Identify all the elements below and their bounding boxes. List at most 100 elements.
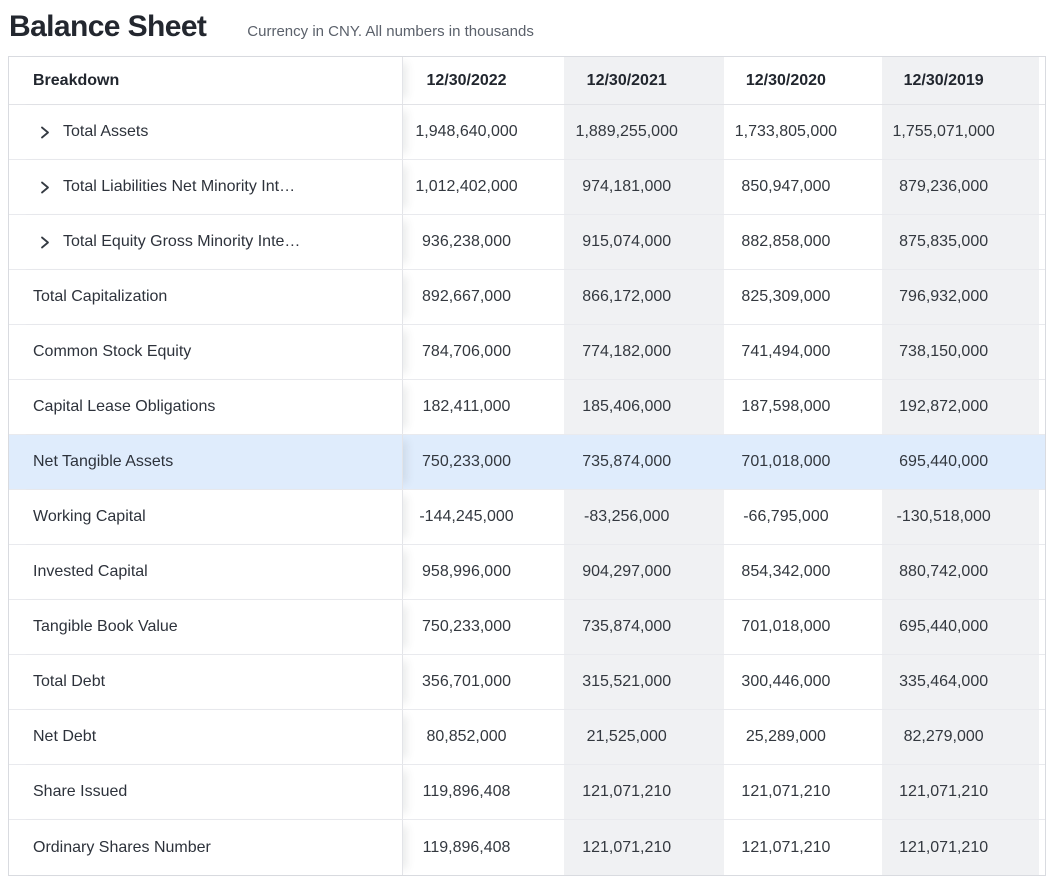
table-row[interactable]: Total Liabilities Net Minority Int… 1,01… [9,160,1045,215]
row-label: Ordinary Shares Number [33,838,211,856]
row-label: Share Issued [33,783,128,800]
cell-value: -130,518,000 [882,490,1039,544]
cell-value: 121,071,210 [741,838,831,856]
table-row[interactable]: Net Tangible Assets 750,233,000 735,874,… [9,435,1045,490]
cell-value: 882,858,000 [741,233,831,250]
table-row[interactable]: Common Stock Equity 784,706,000 774,182,… [9,325,1045,380]
cell-value: 121,071,210 [882,820,1039,875]
row-label-cell[interactable]: Net Debt [9,710,404,764]
row-label: Capital Lease Obligations [33,398,216,415]
row-label-cell[interactable]: Ordinary Shares Number [9,820,404,875]
cell-value: 879,236,000 [882,160,1039,214]
table-row[interactable]: Invested Capital 958,996,000 904,297,000… [9,545,1045,600]
cell-value: -66,795,000 [743,508,829,525]
row-label-cell[interactable]: Tangible Book Value [9,600,404,654]
cell-value: 187,598,000 [741,398,831,415]
cell-value: 825,309,000 [741,288,831,305]
expand-chevron-icon[interactable] [40,126,50,139]
cell-value: 1,733,805,000 [734,123,838,140]
row-label-cell[interactable]: Net Tangible Assets [9,435,404,489]
cell-value: 958,996,000 [422,563,511,580]
table-row[interactable]: Total Equity Gross Minority Inte… 936,23… [9,215,1045,270]
cell-value: 850,947,000 [741,178,831,195]
cell-value: 121,071,210 [741,783,831,800]
table-row[interactable]: Capital Lease Obligations 182,411,000 18… [9,380,1045,435]
cell-value: 192,872,000 [882,380,1039,434]
row-label: Working Capital [33,508,146,525]
row-label-cell[interactable]: Total Assets [9,105,404,159]
cell-value: 1,948,640,000 [415,123,518,140]
row-label: Net Debt [33,728,97,745]
cell-value: 774,182,000 [563,325,724,379]
cell-value: 866,172,000 [563,270,724,324]
row-label-cell[interactable]: Share Issued [9,765,404,819]
table-header-row: Breakdown 12/30/2022 12/30/2021 12/30/20… [9,57,1045,105]
cell-value: 695,440,000 [882,600,1039,654]
cell-value: 936,238,000 [422,233,511,250]
cell-value: 784,706,000 [422,343,511,360]
row-label: Total Assets [63,123,149,140]
cell-value: 735,874,000 [563,600,724,654]
cell-value: 701,018,000 [741,453,831,470]
cell-value: 974,181,000 [563,160,724,214]
expand-chevron-icon[interactable] [40,236,50,249]
row-label-cell[interactable]: Working Capital [9,490,404,544]
cell-value: 875,835,000 [882,215,1039,269]
cell-value: 21,525,000 [563,710,724,764]
row-label-cell[interactable]: Total Equity Gross Minority Inte… [9,215,404,269]
table-row[interactable]: Working Capital -144,245,000 -83,256,000… [9,490,1045,545]
row-label-cell[interactable]: Invested Capital [9,545,404,599]
table-row[interactable]: Total Debt 356,701,000 315,521,000 300,4… [9,655,1045,710]
cell-value: 738,150,000 [882,325,1039,379]
balance-sheet-table: Breakdown 12/30/2022 12/30/2021 12/30/20… [8,56,1046,876]
cell-value: 880,742,000 [882,545,1039,599]
cell-value: 356,701,000 [422,673,511,690]
cell-value: 904,297,000 [563,545,724,599]
column-header-breakdown: Breakdown [9,57,404,104]
cell-value: 854,342,000 [741,563,831,580]
cell-value: 300,446,000 [741,673,831,690]
row-label: Tangible Book Value [33,618,178,635]
cell-value: 741,494,000 [741,343,831,360]
cell-value: 121,071,210 [563,820,724,875]
cell-value: 750,233,000 [422,618,511,635]
table-row[interactable]: Net Debt 80,852,000 21,525,000 25,289,00… [9,710,1045,765]
cell-value: 121,071,210 [882,765,1039,819]
cell-value: 182,411,000 [422,398,511,415]
cell-value: 796,932,000 [882,270,1039,324]
cell-value: 119,896,408 [422,838,511,856]
cell-value: 119,896,408 [422,783,511,800]
column-header-date-2022: 12/30/2022 [426,71,507,89]
row-label: Common Stock Equity [33,343,192,360]
row-label: Invested Capital [33,563,148,580]
expand-chevron-icon[interactable] [40,181,50,194]
cell-value: 335,464,000 [882,655,1039,709]
cell-value: 25,289,000 [745,728,826,745]
row-label-cell[interactable]: Common Stock Equity [9,325,404,379]
cell-value: 121,071,210 [563,765,724,819]
cell-value: 915,074,000 [563,215,724,269]
row-label-cell[interactable]: Total Debt [9,655,404,709]
cell-value: 695,440,000 [882,435,1039,489]
cell-value: -144,245,000 [419,508,514,525]
cell-value: 185,406,000 [563,380,724,434]
cell-value: 80,852,000 [426,728,507,745]
currency-note: Currency in CNY. All numbers in thousand… [247,23,534,40]
table-row[interactable]: Share Issued 119,896,408 121,071,210 121… [9,765,1045,820]
cell-value: 315,521,000 [563,655,724,709]
cell-value: 750,233,000 [422,453,511,470]
row-label-cell[interactable]: Total Capitalization [9,270,404,324]
table-row[interactable]: Ordinary Shares Number 119,896,408 121,0… [9,820,1045,875]
row-label-cell[interactable]: Capital Lease Obligations [9,380,404,434]
column-header-date-2019: 12/30/2019 [882,57,1039,104]
row-label: Total Equity Gross Minority Inte… [63,233,301,250]
table-row[interactable]: Total Capitalization 892,667,000 866,172… [9,270,1045,325]
cell-value: 1,755,071,000 [882,105,1039,159]
row-label-cell[interactable]: Total Liabilities Net Minority Int… [9,160,404,214]
table-body: Total Assets 1,948,640,000 1,889,255,000… [9,105,1045,875]
cell-value: 1,012,402,000 [415,178,518,195]
cell-value: 701,018,000 [741,618,831,635]
row-label: Total Liabilities Net Minority Int… [63,178,296,195]
table-row[interactable]: Total Assets 1,948,640,000 1,889,255,000… [9,105,1045,160]
table-row[interactable]: Tangible Book Value 750,233,000 735,874,… [9,600,1045,655]
